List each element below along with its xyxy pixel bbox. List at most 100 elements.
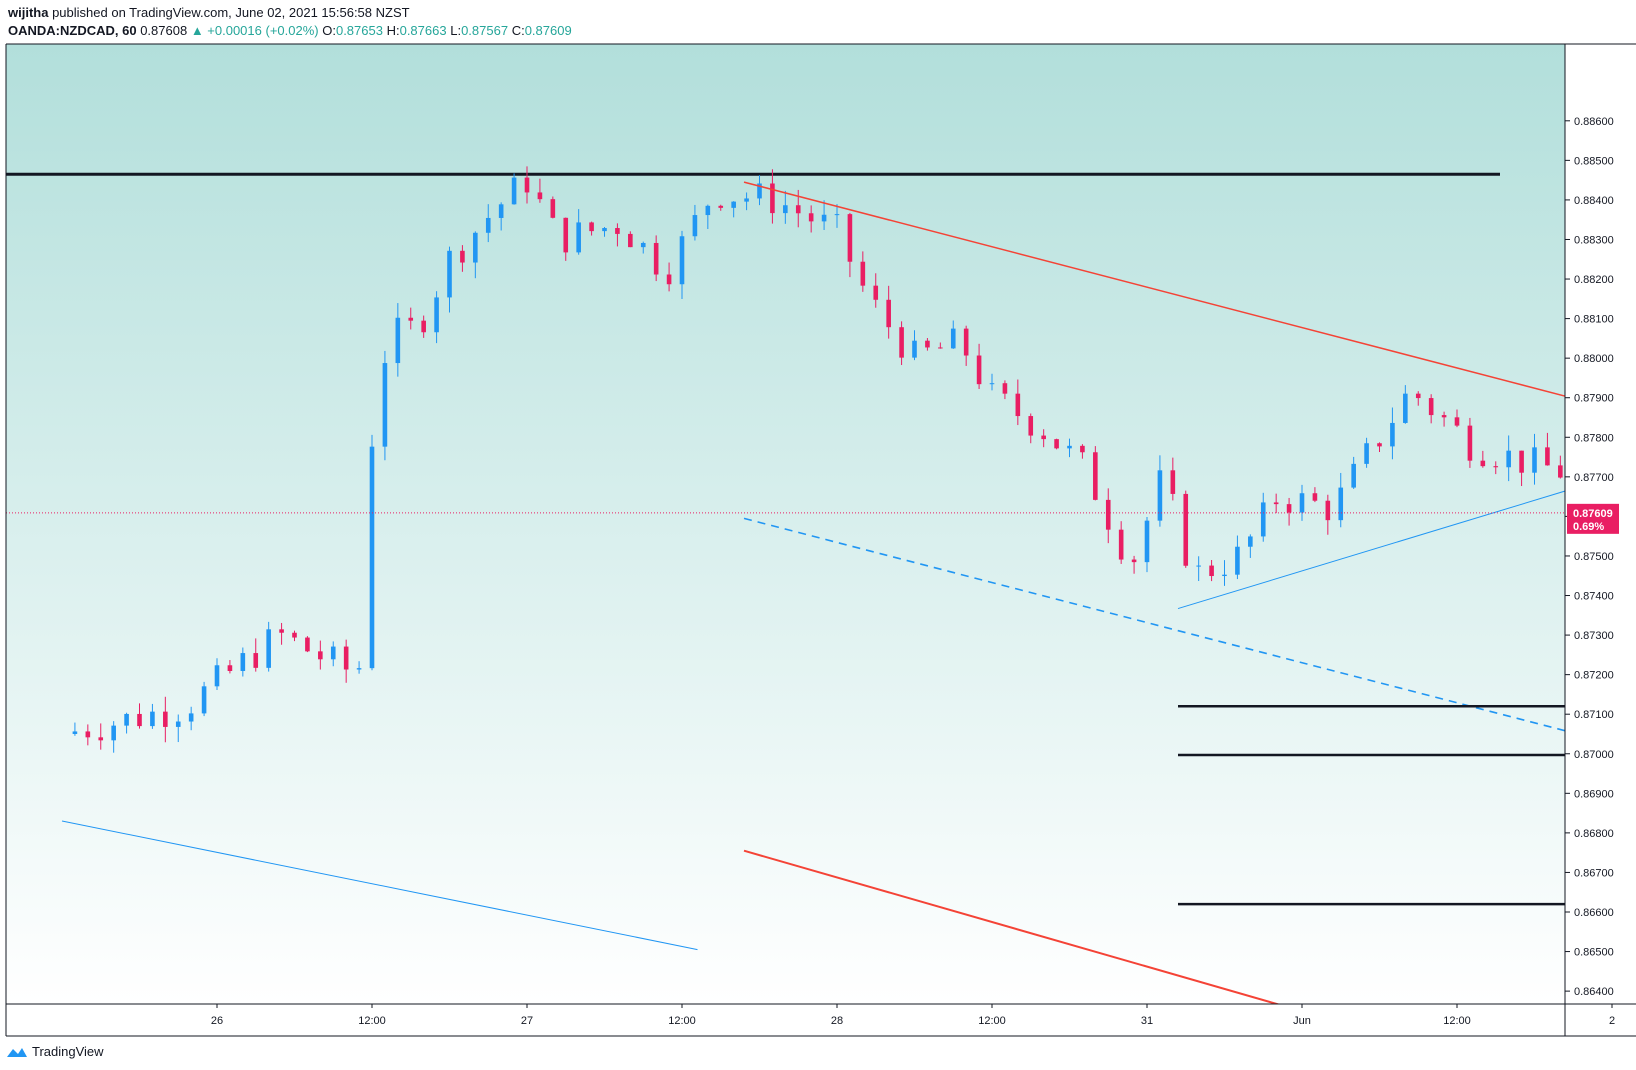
candle-body [1403, 393, 1408, 423]
candle-body [1415, 393, 1421, 399]
candle-body [783, 205, 788, 214]
candle-down [938, 342, 943, 349]
tradingview-logo-icon [7, 1047, 27, 1057]
candle-body [770, 183, 775, 214]
candle-down [860, 251, 866, 292]
candle-body [666, 274, 672, 285]
candle-body [1377, 443, 1382, 447]
candle-down [279, 622, 284, 645]
candle-body [834, 214, 840, 216]
candle-body [498, 204, 504, 218]
candle-body [1093, 452, 1098, 500]
price-tick-label: 0.87200 [1574, 670, 1614, 682]
candle-up [821, 200, 827, 231]
candle-down [1105, 488, 1111, 544]
candle-body [163, 711, 168, 727]
candle-down [1273, 493, 1279, 514]
candle-down [408, 307, 414, 330]
candle-body [227, 665, 233, 671]
candle-down [1028, 413, 1034, 444]
open-value: 0.87653 [335, 23, 383, 38]
candle-up [912, 330, 917, 361]
published-text: published on TradingView.com, June 02, 2… [52, 5, 410, 20]
candle-body [550, 199, 556, 218]
candle-body [279, 629, 284, 633]
candle-up [1403, 385, 1408, 424]
candle-body [563, 217, 569, 253]
candle-down [1093, 446, 1098, 501]
candle-body [976, 355, 982, 385]
candle-body [615, 228, 620, 234]
candle-up [1260, 492, 1266, 542]
price-axis[interactable]: 0.88600 0.88500 0.88400 0.88300 0.88200 0.881… [1565, 116, 1619, 998]
candle-body [950, 328, 956, 349]
low-label: L: [450, 23, 462, 38]
price-tick-label: 0.86900 [1574, 788, 1614, 800]
candle-body [628, 233, 633, 248]
candle-body [292, 632, 297, 638]
candle-up [1351, 456, 1356, 489]
candle-up [240, 647, 246, 677]
candle-body [602, 228, 607, 232]
candle-body [1196, 565, 1201, 567]
candle-up [214, 658, 220, 691]
candle-body [1493, 466, 1499, 468]
price-tick-label: 0.87700 [1574, 472, 1614, 484]
candle-body [1584, 461, 1589, 469]
candle-body [744, 198, 749, 202]
candle-body [137, 713, 142, 727]
candle-body [201, 686, 207, 714]
price-tick-label: 0.86500 [1574, 947, 1614, 959]
candle-down [1428, 394, 1434, 424]
candle-down [1286, 497, 1292, 526]
candle-body [1480, 460, 1486, 467]
candle-down [1131, 555, 1137, 574]
price-tick-label: 0.86700 [1574, 867, 1614, 879]
candle-up [640, 241, 646, 254]
candle-body [1183, 493, 1189, 566]
fib-level: 141.40% [1628, 826, 1636, 841]
candle-up [783, 190, 788, 224]
candle-body [382, 363, 388, 447]
candle-body [886, 299, 891, 328]
price-tick-label: 0.88100 [1574, 314, 1614, 326]
candle-body [1312, 493, 1318, 501]
candle-up [679, 230, 685, 299]
footer: TradingView [6, 1044, 104, 1059]
low-value: 0.87567 [461, 23, 509, 38]
candle-body [653, 242, 659, 275]
candle-up [111, 721, 116, 753]
footer-brand[interactable]: TradingView [32, 1044, 104, 1059]
candle-body [1325, 500, 1331, 521]
time-tick-label: 31 [1141, 1015, 1153, 1027]
candle-down [1325, 494, 1331, 535]
candle-down [163, 696, 168, 743]
candle-up [511, 173, 517, 205]
candle-body [1157, 470, 1163, 521]
candle-down [963, 325, 969, 366]
price-tick-label: 0.87100 [1574, 709, 1614, 721]
candle-body [253, 653, 259, 668]
candle-body [305, 637, 310, 652]
candle-up [1390, 407, 1395, 460]
candle-up [834, 204, 840, 228]
time-tick-label: 12:00 [668, 1015, 696, 1027]
time-axis[interactable]: 2612:002712:002812:0031Jun12:00212:00312… [211, 1004, 1636, 1027]
candle-down [1545, 432, 1550, 466]
candle-body [1623, 547, 1628, 585]
candle-down [1170, 457, 1176, 501]
candle-body [589, 222, 594, 232]
candle-down [1209, 559, 1214, 582]
candle-down [1002, 380, 1008, 400]
candle-down [292, 630, 297, 642]
candle-up [1364, 437, 1369, 468]
candle-down [808, 205, 814, 233]
candle-body [111, 725, 116, 741]
price-tick-label: 0.86800 [1574, 828, 1614, 840]
fib-level: 224.00% [1178, 902, 1565, 906]
candle-body [640, 242, 646, 248]
publisher-name[interactable]: wijitha [8, 5, 49, 20]
time-tick-label: 28 [831, 1015, 843, 1027]
candle-down [1493, 461, 1499, 475]
